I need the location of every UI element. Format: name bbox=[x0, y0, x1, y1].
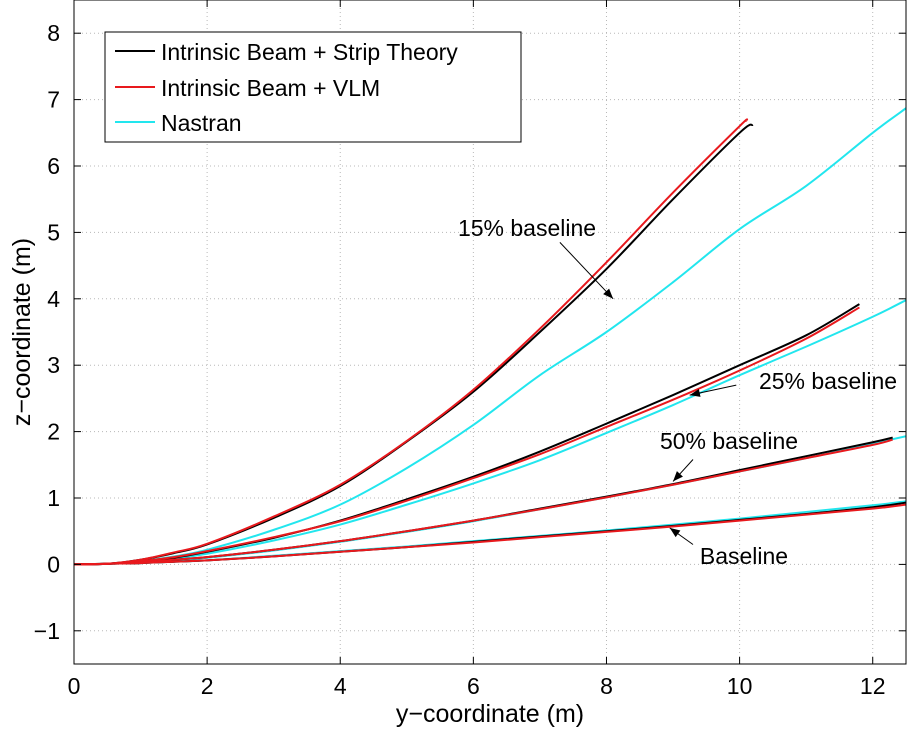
series-line-25-baseline-intrinsic-beam-vlm bbox=[74, 306, 860, 566]
x-tick-label: 6 bbox=[467, 673, 480, 699]
annotations: 15% baseline 25% baseline 50% baseline Base… bbox=[458, 215, 897, 569]
x-tick-label: 8 bbox=[600, 673, 613, 699]
y-tick-label: 1 bbox=[47, 485, 60, 511]
annotation-label: 15% baseline bbox=[458, 215, 596, 241]
legend: Intrinsic Beam + Strip Theory Intrinsic … bbox=[104, 31, 522, 143]
annotation-arrow-line bbox=[559, 242, 614, 300]
series-line-baseline-intrinsic-beam-vlm bbox=[74, 503, 906, 566]
y-tick-label: 3 bbox=[47, 352, 60, 378]
annotation-label: Baseline bbox=[700, 543, 788, 569]
plot-frame bbox=[73, 0, 907, 665]
legend-box bbox=[104, 31, 522, 143]
annotation-label: 25% baseline bbox=[759, 368, 897, 394]
x-tick-label: 2 bbox=[201, 673, 214, 699]
series-line-50-baseline-intrinsic-beam-vlm bbox=[74, 438, 893, 566]
legend-label-nastran: Nastran bbox=[161, 110, 242, 136]
y-tick-label: 7 bbox=[47, 87, 60, 113]
annotation-arrow-head bbox=[689, 388, 701, 397]
y-tick-label: −1 bbox=[34, 618, 60, 644]
series-line-15-baseline-intrinsic-beam-vlm bbox=[74, 118, 749, 566]
x-tick-label: 0 bbox=[68, 673, 81, 699]
x-tick-label: 10 bbox=[727, 673, 753, 699]
annotation-arrow-head bbox=[673, 471, 683, 482]
x-axis-label: y−coordinate (m) bbox=[396, 700, 584, 728]
y-axis-label: z−coordinate (m) bbox=[8, 238, 36, 426]
annotation-label: 50% baseline bbox=[660, 428, 798, 454]
annotation-arrow-head bbox=[669, 527, 681, 538]
y-tick-label: 0 bbox=[47, 551, 60, 577]
legend-label-strip-theory: Intrinsic Beam + Strip Theory bbox=[161, 39, 458, 65]
annotation-arrow-head bbox=[603, 288, 614, 299]
y-tick-label: 8 bbox=[47, 20, 60, 46]
y-tick-label: 5 bbox=[47, 219, 60, 245]
series-lines bbox=[74, 107, 906, 566]
legend-label-vlm: Intrinsic Beam + VLM bbox=[161, 75, 380, 101]
y-tick-label: 2 bbox=[47, 419, 60, 445]
y-tick-label: 6 bbox=[47, 153, 60, 179]
x-tick-label: 4 bbox=[334, 673, 347, 699]
y-tick-label: 4 bbox=[47, 286, 60, 312]
x-tick-label: 12 bbox=[860, 673, 886, 699]
